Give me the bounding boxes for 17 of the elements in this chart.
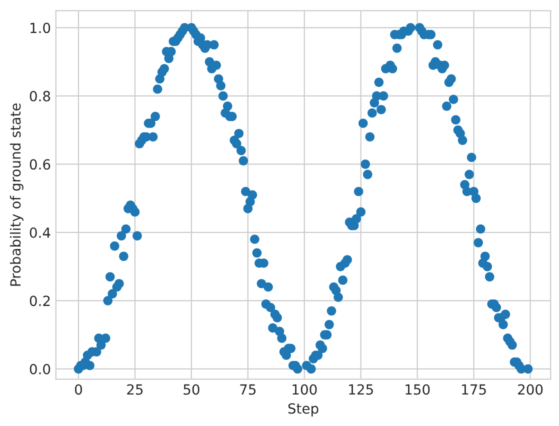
x-tick-label: 50 bbox=[184, 384, 200, 395]
x-tick-label: 0 bbox=[74, 384, 82, 395]
x-tick-label: 200 bbox=[518, 384, 543, 395]
x-tick-label: 175 bbox=[462, 384, 486, 395]
x-axis-title: Step bbox=[288, 403, 318, 416]
x-tick-label: 25 bbox=[127, 384, 143, 395]
x-tick-label: 125 bbox=[349, 384, 373, 395]
x-tick-label: 150 bbox=[406, 384, 430, 395]
y-tick-label: 0.0 bbox=[30, 364, 50, 374]
y-tick-label: 0.8 bbox=[30, 90, 50, 102]
y-tick-label: 0.4 bbox=[30, 227, 50, 238]
y-axis-title: Probability of ground state bbox=[10, 103, 24, 286]
x-tick-label: 75 bbox=[240, 384, 256, 395]
y-tick-label: 1.0 bbox=[30, 22, 50, 34]
y-tick-label: 0.2 bbox=[30, 296, 50, 306]
y-tick-label: 0.6 bbox=[30, 159, 50, 170]
x-tick-label: 100 bbox=[292, 384, 317, 395]
